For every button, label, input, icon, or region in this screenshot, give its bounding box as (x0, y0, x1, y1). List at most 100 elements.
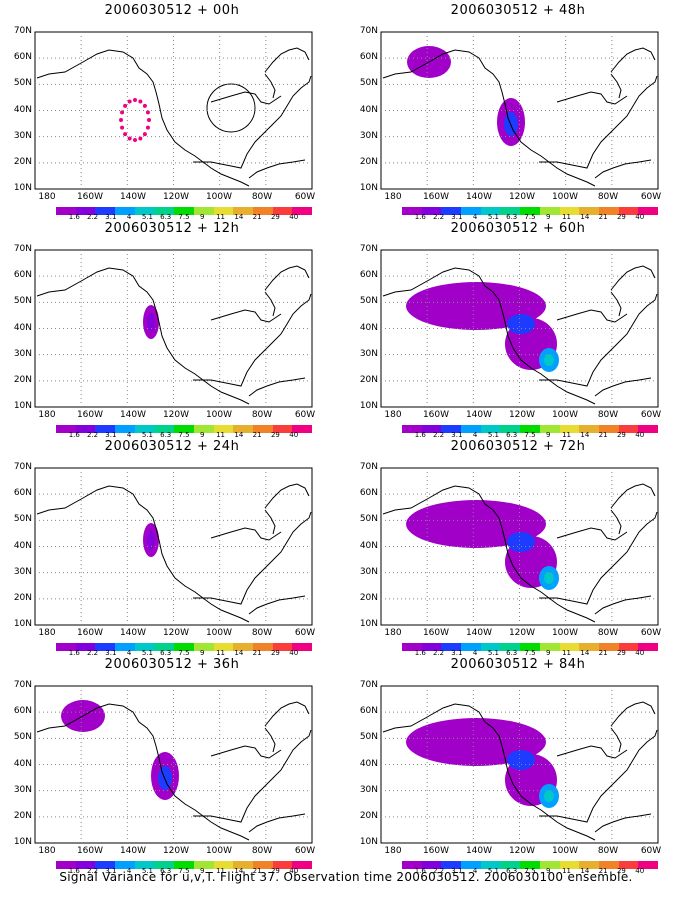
colorbar-swatch (638, 425, 658, 433)
colorbar-swatch (520, 861, 540, 869)
lon-tick-label: 180 (38, 628, 56, 638)
colorbar-swatch (252, 425, 273, 433)
lon-tick-label: 80W (251, 192, 273, 202)
colorbar-swatch (638, 643, 658, 651)
map-plot-area (34, 31, 313, 190)
colorbar-label: 14 (234, 213, 244, 221)
lon-tick-label: 140W (119, 410, 147, 420)
map-panel: 2006030512 + 00h 70N 60N 50N 40N 30N 20N 10N 180… (2, 3, 342, 221)
colorbar-label: 3.1 (105, 867, 117, 875)
lon-tick-label: 120W (162, 410, 190, 420)
colorbar-swatch (193, 207, 214, 215)
coastline (382, 483, 658, 623)
colorbar (402, 643, 658, 651)
colorbar-swatch (134, 425, 155, 433)
colorbar-swatch (618, 643, 639, 651)
colorbar-swatch (421, 207, 442, 215)
observation-point (142, 103, 147, 108)
colorbar-swatch (115, 643, 135, 651)
coastline (36, 483, 312, 623)
colorbar-label: 9 (546, 213, 551, 221)
colorbar-label: 40 (635, 649, 645, 657)
colorbar-swatch (56, 207, 76, 215)
colorbar-swatch (174, 861, 194, 869)
lat-tick-label: 20N (359, 592, 378, 603)
lat-tick-label: 30N (359, 784, 378, 795)
colorbar-label: 5.1 (141, 213, 153, 221)
map-plot-area (380, 467, 659, 626)
colorbar-swatch (638, 207, 658, 215)
colorbar-label: 6.3 (506, 213, 518, 221)
lon-tick-label: 60W (294, 192, 316, 202)
map-plot-area (380, 249, 659, 408)
colorbar-label: 4 (472, 431, 478, 439)
variance-contour (544, 790, 554, 802)
map-plot-area (380, 685, 659, 844)
colorbar-swatch (421, 861, 442, 869)
colorbar-label: 3.1 (451, 649, 463, 657)
colorbar-swatch (520, 425, 540, 433)
colorbar-swatch (520, 207, 540, 215)
colorbar-swatch (75, 643, 96, 651)
colorbar-swatch (461, 207, 481, 215)
colorbar-swatch (559, 643, 580, 651)
colorbar-label: 2.2 (432, 867, 445, 875)
colorbar-swatch (421, 425, 442, 433)
colorbar-label: 40 (635, 213, 645, 221)
lon-tick-label: 160W (422, 410, 450, 420)
panel-title: 2006030512 + 24h (104, 439, 240, 454)
colorbar-swatch (579, 207, 599, 215)
colorbar-swatch (115, 425, 135, 433)
colorbar-swatch (402, 861, 422, 869)
colorbar-swatch (461, 643, 481, 651)
variance-contour (507, 532, 535, 552)
panel-title: 2006030512 + 60h (450, 221, 586, 236)
colorbar-label: 2.2 (86, 867, 99, 875)
colorbar-label: 21 (252, 649, 262, 657)
colorbar-label: 9 (546, 649, 551, 657)
colorbar (56, 425, 312, 433)
colorbar-label: 2.2 (86, 213, 99, 221)
lon-tick-label: 60W (294, 628, 316, 638)
colorbar-swatch (193, 425, 214, 433)
colorbar-label: 6.3 (160, 431, 172, 439)
lat-tick-label: 60N (359, 52, 378, 63)
lon-tick-label: 180 (38, 192, 56, 202)
colorbar-label: 5.1 (487, 213, 499, 221)
lon-tick-label: 100W (205, 628, 233, 638)
colorbar-swatch (252, 643, 273, 651)
colorbar-label: 1.6 (68, 649, 80, 657)
lat-tick-label: 30N (13, 130, 32, 141)
lat-tick-label: 60N (13, 270, 32, 281)
lat-tick-label: 30N (359, 130, 378, 141)
colorbar-label: 6.3 (160, 213, 172, 221)
colorbar-swatch (402, 643, 422, 651)
colorbar-label: 29 (616, 867, 626, 875)
colorbar-label: 21 (252, 867, 262, 875)
panel-title: 2006030512 + 12h (104, 221, 240, 236)
colorbar-label: 11 (216, 431, 226, 439)
colorbar-label: 4 (126, 867, 132, 875)
lat-tick-label: 60N (13, 52, 32, 63)
colorbar-label: 14 (580, 213, 590, 221)
colorbar-label: 14 (234, 431, 244, 439)
colorbar-swatch (480, 861, 501, 869)
map-panel: 2006030512 + 72h 70N 60N 50N 40N 30N 20N 10N 180… (348, 439, 688, 657)
colorbar-swatch (500, 425, 521, 433)
lon-tick-label: 180 (38, 846, 56, 856)
colorbar-label: 21 (598, 213, 608, 221)
variance-contour (507, 314, 535, 334)
colorbar-swatch (461, 425, 481, 433)
lon-tick-label: 100W (551, 846, 579, 856)
lat-tick-label: 20N (13, 374, 32, 385)
observation-point (138, 136, 143, 141)
colorbar-label: 9 (200, 867, 205, 875)
coastline (36, 47, 312, 187)
colorbar-swatch (539, 643, 560, 651)
colorbar-label: 4 (126, 649, 132, 657)
colorbar-swatch (441, 861, 462, 869)
lat-tick-label: 30N (359, 348, 378, 359)
colorbar-label: 5.1 (141, 867, 153, 875)
colorbar-label: 11 (562, 867, 572, 875)
lat-tick-label: 20N (359, 156, 378, 167)
